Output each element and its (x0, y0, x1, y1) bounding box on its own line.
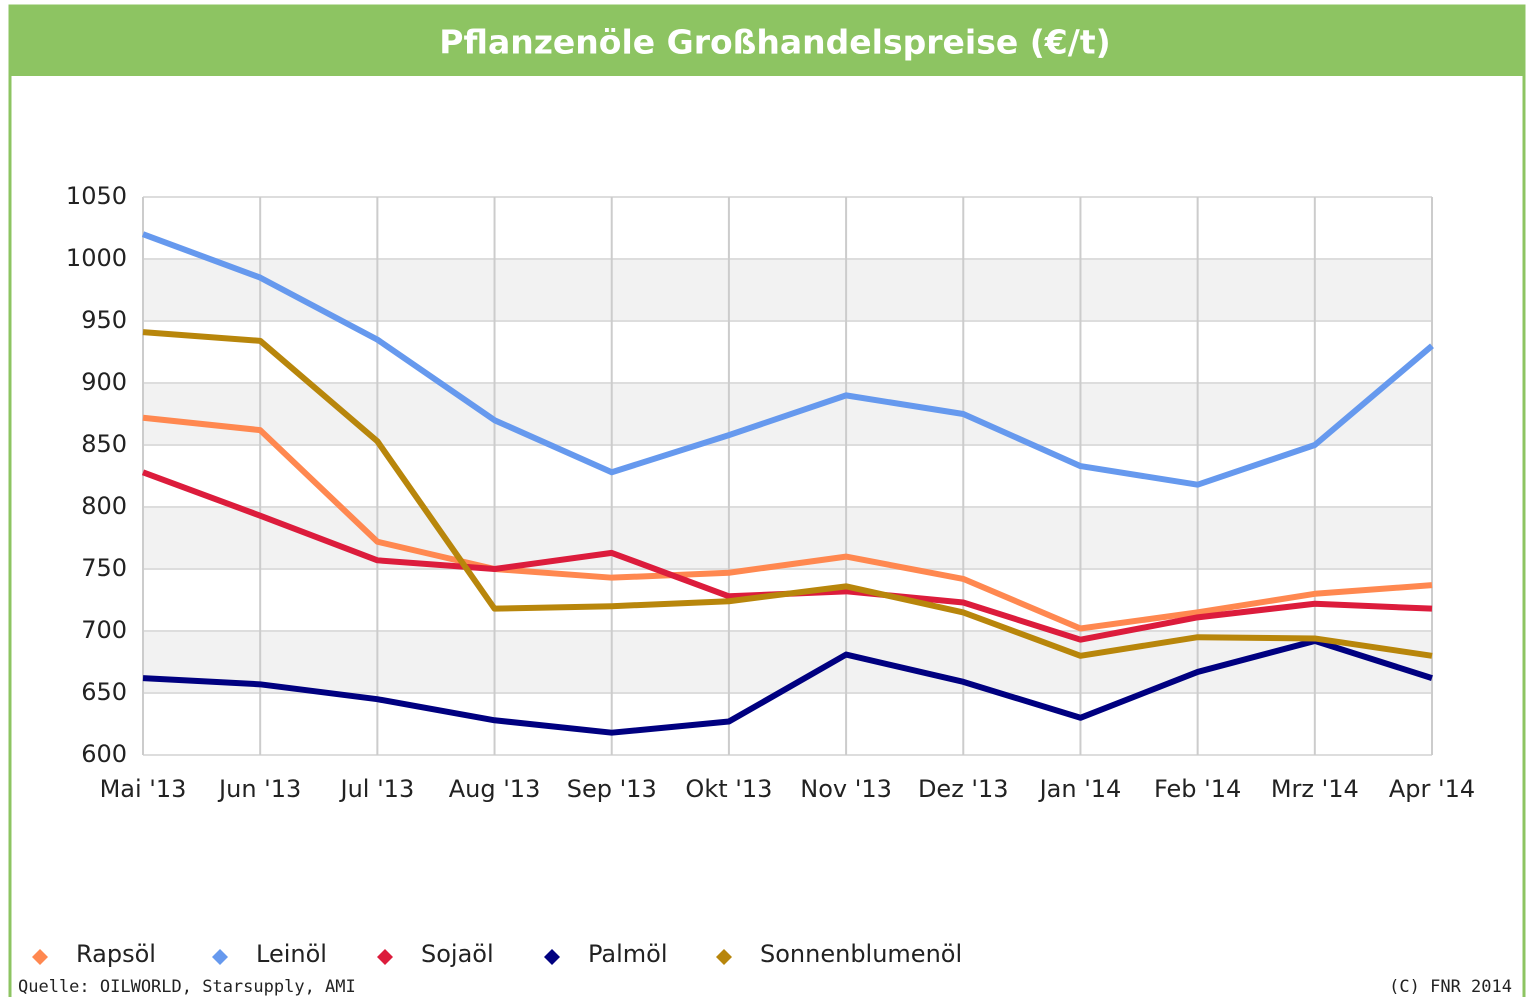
series-line (142, 329, 1433, 659)
x-tick-label: Apr '14 (1389, 775, 1475, 803)
legend-label: Rapsöl (76, 940, 156, 968)
source: Quelle: OILWORLD, Starsupply, AMI (18, 977, 356, 997)
band (143, 631, 1432, 693)
x-tick-label: Nov '13 (800, 775, 892, 803)
y-tick-label: 700 (81, 616, 127, 644)
frame (8, 4, 1526, 997)
x-tick-label: Jun '13 (217, 775, 301, 803)
legend-label: Sojaöl (421, 940, 494, 968)
x-tick-label: Feb '14 (1154, 775, 1241, 803)
series-line (142, 637, 1433, 736)
legend-marker (377, 949, 393, 965)
y-tick-label: 1050 (66, 182, 127, 210)
legend-marker (32, 949, 48, 965)
legend-label: Sonnenblumenöl (760, 940, 962, 968)
x-tick-label: Mrz '14 (1271, 775, 1359, 803)
y-tick-label: 950 (81, 306, 127, 334)
x-tick-label: Jul '13 (338, 775, 414, 803)
legend-label: Palmöl (588, 940, 668, 968)
y-tick-label: 1000 (66, 244, 127, 272)
legend-marker (716, 949, 732, 965)
y-tick-label: 850 (81, 430, 127, 458)
y-tick-label: 600 (81, 740, 127, 768)
legend-label: Leinöl (256, 940, 327, 968)
header (10, 6, 1524, 76)
chart-title: Pflanzenöle Großhandelspreise (€/t) (439, 23, 1110, 62)
x-tick-label: Aug '13 (449, 775, 541, 803)
band (143, 259, 1432, 321)
copyright: (C) FNR 2014 (1389, 977, 1512, 997)
legend-marker (544, 949, 560, 965)
y-tick-label: 900 (81, 368, 127, 396)
x-tick-label: Sep '13 (567, 775, 657, 803)
x-tick-label: Dez '13 (918, 775, 1009, 803)
series-line (141, 231, 1434, 488)
y-tick-label: 800 (81, 492, 127, 520)
x-tick-label: Okt '13 (685, 775, 772, 803)
band (143, 507, 1432, 569)
x-tick-label: Jan '14 (1038, 775, 1122, 803)
x-tick-label: Mai '13 (100, 775, 187, 803)
legend-marker (212, 949, 228, 965)
y-tick-label: 650 (81, 678, 127, 706)
series-line (142, 414, 1433, 632)
y-tick-label: 750 (81, 554, 127, 582)
